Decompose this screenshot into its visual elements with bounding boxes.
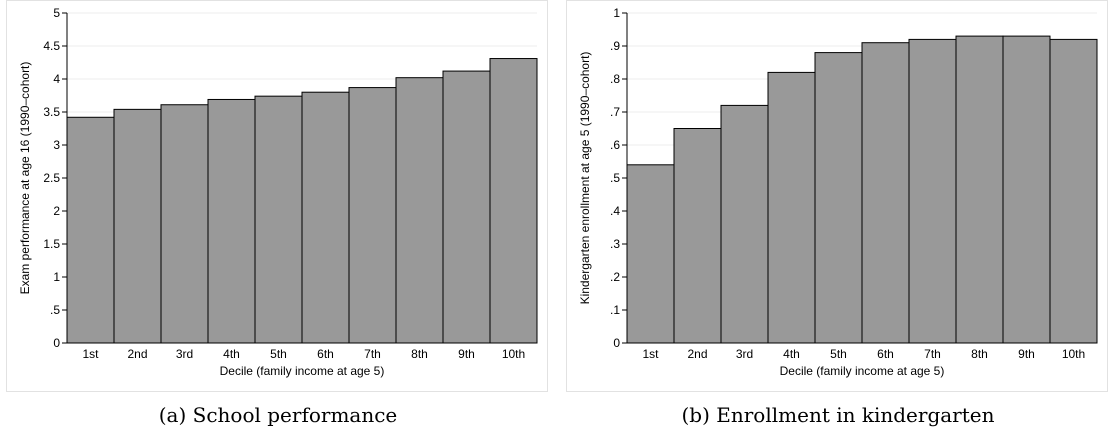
x-tick-label-a-4th: 4th bbox=[223, 347, 240, 361]
x-tick-label-b-1st: 1st bbox=[642, 347, 659, 361]
x-tick-label-b-3rd: 3rd bbox=[736, 347, 753, 361]
bar-b-9th bbox=[1002, 35, 1051, 344]
y-tick-label-a-1: .5 bbox=[50, 303, 60, 317]
bar-b-2nd bbox=[673, 128, 722, 344]
y-axis-label-b: Kindergarten enrollment at age 5 (1990–c… bbox=[578, 52, 592, 305]
bar-b-6th bbox=[861, 42, 910, 344]
y-tick-label-a-4: 2 bbox=[53, 204, 60, 218]
bar-a-4th bbox=[207, 98, 256, 344]
bar-b-8th bbox=[955, 35, 1004, 344]
y-tick-label-b-5: .5 bbox=[610, 171, 620, 185]
chart-panel-b: 0 .1 .2 .3 .4 .5 .6 .7 .8 .9 1 1st 2nd 3rd 4th 5th 6th 7t… bbox=[566, 0, 1110, 438]
x-tick-label-a-3rd: 3rd bbox=[176, 347, 193, 361]
x-tick-label-a-1st: 1st bbox=[82, 347, 99, 361]
y-tick-label-b-1: .1 bbox=[610, 303, 620, 317]
x-tick-label-a-6th: 6th bbox=[317, 347, 334, 361]
chart-frame-b: 0 .1 .2 .3 .4 .5 .6 .7 .8 .9 1 1st 2nd 3rd 4th 5th 6th 7t… bbox=[566, 0, 1108, 392]
y-tick-label-a-7: 3.5 bbox=[43, 105, 60, 119]
x-axis-label-a: Decile (family income at age 5) bbox=[220, 364, 385, 378]
bar-a-1st bbox=[66, 116, 115, 344]
bar-chart-a: 0 .5 1 1.5 2 2.5 3 3.5 4 4.5 5 1st 2nd 3rd 4th 5th 6th 7t… bbox=[18, 6, 538, 378]
chart-panel-a: 0 .5 1 1.5 2 2.5 3 3.5 4 4.5 5 1st 2nd 3rd 4th 5th 6th 7t… bbox=[6, 0, 550, 438]
bar-b-10th bbox=[1049, 38, 1098, 344]
x-tick-label-b-4th: 4th bbox=[783, 347, 800, 361]
bar-a-10th bbox=[489, 58, 538, 344]
y-tick-label-a-6: 3 bbox=[53, 138, 60, 152]
y-tick-label-b-6: .6 bbox=[610, 138, 620, 152]
caption-b: (b) Enrollment in kindergarten bbox=[681, 403, 995, 427]
bar-chart-b: 0 .1 .2 .3 .4 .5 .6 .7 .8 .9 1 1st 2nd 3rd 4th 5th 6th 7t… bbox=[578, 6, 1098, 378]
x-tick-label-a-5th: 5th bbox=[270, 347, 287, 361]
bar-a-8th bbox=[395, 77, 444, 344]
bar-a-7th bbox=[348, 87, 397, 344]
y-tick-label-a-2: 1 bbox=[53, 270, 60, 284]
x-tick-label-b-8th: 8th bbox=[971, 347, 988, 361]
y-tick-label-b-0: 0 bbox=[613, 336, 620, 350]
x-tick-label-a-8th: 8th bbox=[411, 347, 428, 361]
bar-b-1st bbox=[626, 164, 675, 344]
y-tick-label-a-0: 0 bbox=[53, 336, 60, 350]
x-tick-label-a-2nd: 2nd bbox=[127, 347, 147, 361]
y-tick-label-b-3: .3 bbox=[610, 237, 620, 251]
x-tick-label-b-2nd: 2nd bbox=[687, 347, 707, 361]
y-tick-label-a-8: 4 bbox=[53, 72, 60, 86]
x-axis-label-b: Decile (family income at age 5) bbox=[780, 364, 945, 378]
x-tick-label-a-9th: 9th bbox=[458, 347, 475, 361]
x-tick-label-b-5th: 5th bbox=[830, 347, 847, 361]
y-tick-label-b-10: 1 bbox=[613, 6, 620, 20]
y-tick-label-a-10: 5 bbox=[53, 6, 60, 20]
bar-a-3rd bbox=[160, 104, 209, 344]
bar-a-5th bbox=[254, 95, 303, 344]
chart-frame-a: 0 .5 1 1.5 2 2.5 3 3.5 4 4.5 5 1st 2nd 3rd 4th 5th 6th 7t… bbox=[6, 0, 548, 392]
y-axis-label-a: Exam performance at age 16 (1990–cohort) bbox=[18, 62, 32, 295]
y-tick-label-b-7: .7 bbox=[610, 105, 620, 119]
x-tick-label-a-7th: 7th bbox=[364, 347, 381, 361]
x-tick-label-b-6th: 6th bbox=[877, 347, 894, 361]
y-tick-label-a-5: 2.5 bbox=[43, 171, 60, 185]
y-tick-label-a-9: 4.5 bbox=[43, 39, 60, 53]
y-tick-label-b-9: .9 bbox=[610, 39, 620, 53]
y-tick-label-b-4: .4 bbox=[610, 204, 620, 218]
bar-b-3rd bbox=[720, 104, 769, 344]
y-tick-label-a-3: 1.5 bbox=[43, 237, 60, 251]
bar-b-7th bbox=[908, 38, 957, 344]
x-tick-label-b-7th: 7th bbox=[924, 347, 941, 361]
x-tick-label-b-10th: 10th bbox=[1062, 347, 1085, 361]
y-tick-label-b-8: .8 bbox=[610, 72, 620, 86]
bar-b-5th bbox=[814, 52, 863, 344]
bar-a-2nd bbox=[113, 108, 162, 344]
caption-a: (a) School performance bbox=[158, 403, 398, 427]
bar-b-4th bbox=[767, 71, 816, 344]
x-tick-label-b-9th: 9th bbox=[1018, 347, 1035, 361]
bar-a-9th bbox=[442, 70, 491, 344]
x-tick-label-a-10th: 10th bbox=[502, 347, 525, 361]
y-tick-label-b-2: .2 bbox=[610, 270, 620, 284]
bar-a-6th bbox=[301, 91, 350, 344]
